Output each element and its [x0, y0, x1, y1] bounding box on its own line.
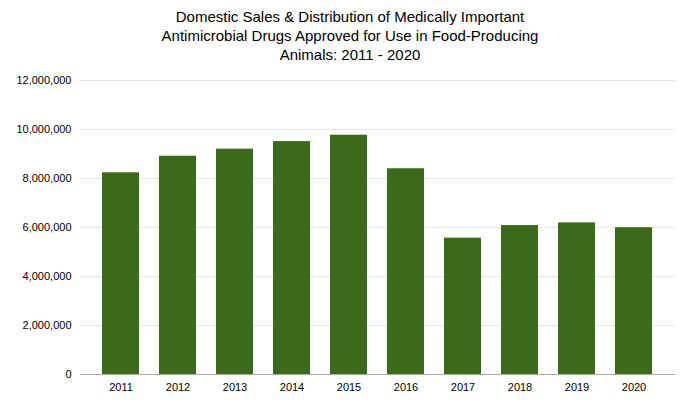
svg-text:6,000,000: 6,000,000	[23, 221, 72, 233]
svg-text:2011: 2011	[109, 382, 133, 394]
svg-text:2020: 2020	[622, 382, 646, 394]
svg-text:2,000,000: 2,000,000	[23, 319, 72, 331]
svg-text:2019: 2019	[565, 382, 589, 394]
svg-text:2018: 2018	[508, 382, 532, 394]
svg-text:2013: 2013	[223, 382, 247, 394]
svg-text:12,000,000: 12,000,000	[16, 74, 71, 86]
svg-text:2016: 2016	[394, 382, 418, 394]
svg-text:2015: 2015	[337, 382, 361, 394]
svg-text:10,000,000: 10,000,000	[16, 123, 71, 135]
svg-text:4,000,000: 4,000,000	[23, 270, 72, 282]
svg-text:2017: 2017	[451, 382, 475, 394]
svg-text:2012: 2012	[166, 382, 190, 394]
svg-text:0: 0	[65, 368, 71, 380]
html-text:Domestic Sales & Distribution: Domestic Sales & Distribution of Medical…	[161, 8, 539, 63]
svg-text:2014: 2014	[280, 382, 304, 394]
svg-text:8,000,000: 8,000,000	[23, 172, 72, 184]
